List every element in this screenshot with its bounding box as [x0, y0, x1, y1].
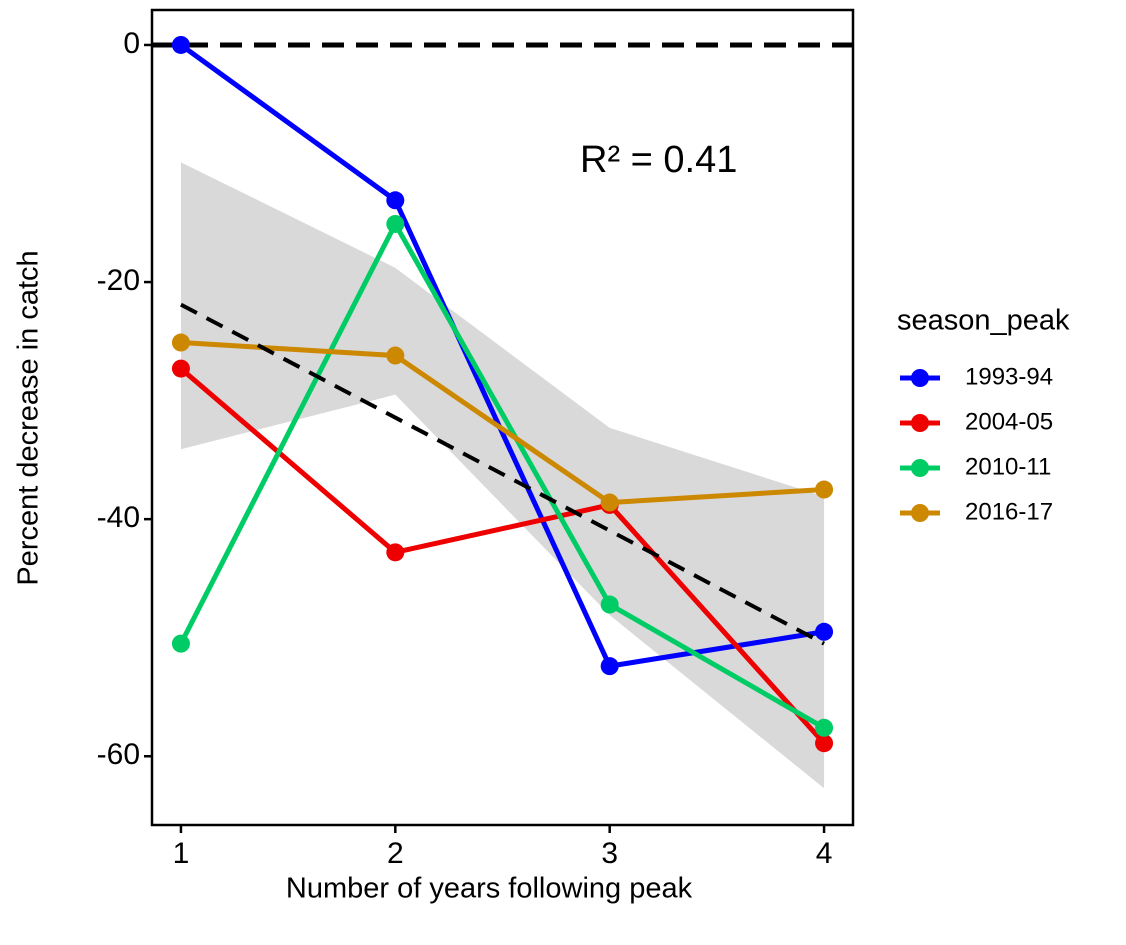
trend-line — [180, 302, 825, 646]
data-point — [600, 657, 619, 676]
data-point — [600, 595, 619, 614]
y-tick-label: -20 — [97, 264, 140, 297]
annotation: R² = 0.41 — [580, 139, 737, 181]
data-point — [815, 622, 834, 641]
data-point — [171, 634, 190, 653]
data-point — [386, 214, 405, 233]
data-point — [386, 191, 405, 210]
y-tick-label: -60 — [97, 738, 140, 771]
data-point — [386, 543, 405, 562]
data-point — [600, 493, 619, 512]
series-line — [178, 218, 826, 730]
plot-frame — [150, 8, 855, 827]
y-axis-label: Percent decrease in catch — [13, 250, 45, 585]
data-point — [386, 346, 405, 365]
x-tick-label: 3 — [601, 837, 618, 870]
legend-key-point — [911, 459, 929, 477]
legend-label: 2010-11 — [965, 453, 1051, 480]
legend-key-point — [911, 369, 929, 387]
x-axis-label: Number of years following peak — [286, 873, 693, 905]
y-tick-label: 0 — [123, 27, 140, 60]
x-tick-label: 1 — [173, 837, 190, 870]
x-tick-label: 2 — [387, 837, 404, 870]
data-point — [815, 718, 834, 737]
legend-label: 2016-17 — [965, 498, 1053, 525]
plot-area — [152, 35, 853, 789]
legend-title: season_peak — [897, 305, 1070, 337]
series-line — [179, 42, 825, 669]
data-point — [815, 480, 834, 499]
x-tick-label: 4 — [816, 837, 833, 870]
data-point — [815, 734, 834, 753]
data-point — [171, 35, 190, 54]
y-tick-label: -40 — [97, 501, 140, 534]
series-line — [179, 366, 826, 745]
data-point — [171, 359, 190, 378]
legend-label: 1993-94 — [965, 363, 1053, 390]
legend-label: 2004-05 — [965, 408, 1053, 435]
legend-key-point — [911, 504, 929, 522]
data-point — [171, 333, 190, 352]
series-line — [180, 340, 825, 506]
legend-key-point — [911, 414, 929, 432]
